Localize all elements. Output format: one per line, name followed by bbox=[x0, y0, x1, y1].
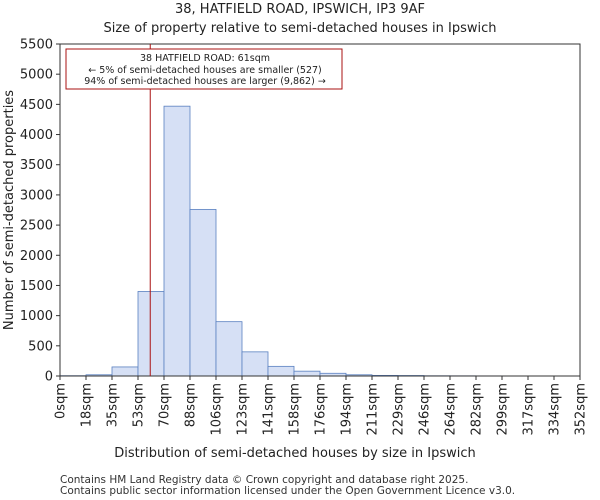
x-tick-label: 194sqm bbox=[340, 383, 355, 436]
x-tick-label: 211sqm bbox=[366, 383, 381, 436]
annotation-line-2: ← 5% of semi-detached houses are smaller… bbox=[88, 65, 322, 76]
footer-line-1: Contains HM Land Registry data © Crown c… bbox=[60, 474, 468, 486]
x-axis-label: Distribution of semi-detached houses by … bbox=[114, 446, 475, 461]
y-tick-label: 5000 bbox=[20, 68, 53, 83]
x-tick-label: 282sqm bbox=[470, 383, 485, 436]
x-tick-label: 0sqm bbox=[54, 383, 69, 419]
chart-title: 38, HATFIELD ROAD, IPSWICH, IP3 9AF bbox=[175, 2, 425, 17]
y-axis-label: Number of semi-detached properties bbox=[2, 90, 17, 330]
x-tick-label: 264sqm bbox=[444, 383, 459, 436]
x-axis-ticks: 0sqm 18sqm 35sqm 53sqm 70sqm 88sqm 106sqm 123sq… bbox=[54, 376, 589, 436]
bar bbox=[111, 366, 139, 377]
y-tick-label: 0 bbox=[45, 370, 53, 385]
y-tick-label: 2500 bbox=[20, 219, 53, 234]
y-tick-label: 500 bbox=[28, 339, 53, 354]
y-axis-ticks: 0 500 1000 1500 2000 2500 3000 3500 4000 4500 5000… bbox=[20, 38, 60, 385]
marker-annotation: 38 HATFIELD ROAD: 61sqm ← 5% of semi-det… bbox=[65, 48, 343, 90]
x-tick-label: 299sqm bbox=[496, 383, 511, 436]
x-tick-label: 334sqm bbox=[548, 383, 563, 436]
bars bbox=[59, 105, 555, 377]
y-tick-label: 5500 bbox=[20, 38, 53, 53]
chart-subtitle: Size of property relative to semi-detach… bbox=[103, 21, 496, 36]
x-tick-label: 35sqm bbox=[106, 383, 121, 427]
x-tick-label: 106sqm bbox=[210, 383, 225, 436]
bar bbox=[215, 321, 243, 377]
y-tick-label: 1500 bbox=[20, 279, 53, 294]
x-tick-label: 70sqm bbox=[158, 383, 173, 427]
x-tick-label: 176sqm bbox=[314, 383, 329, 436]
annotation-line-1: 38 HATFIELD ROAD: 61sqm bbox=[140, 53, 270, 64]
y-tick-label: 2000 bbox=[20, 249, 53, 264]
x-tick-label: 352sqm bbox=[574, 383, 589, 436]
bar bbox=[241, 351, 269, 377]
x-tick-label: 53sqm bbox=[132, 383, 147, 427]
y-tick-label: 3500 bbox=[20, 158, 53, 173]
x-tick-label: 246sqm bbox=[418, 383, 433, 436]
bar bbox=[267, 365, 295, 377]
x-tick-label: 123sqm bbox=[236, 383, 251, 436]
plot-frame bbox=[59, 43, 581, 377]
bar bbox=[293, 370, 321, 377]
bar bbox=[163, 105, 191, 377]
annotation-line-3: 94% of semi-detached houses are larger (… bbox=[84, 76, 326, 87]
y-tick-label: 4000 bbox=[20, 128, 53, 143]
x-tick-label: 141sqm bbox=[262, 383, 277, 436]
footer-line-2: Contains public sector information licen… bbox=[60, 485, 515, 497]
y-tick-label: 3000 bbox=[20, 188, 53, 203]
x-tick-label: 229sqm bbox=[392, 383, 407, 436]
bar bbox=[137, 291, 165, 377]
x-tick-label: 158sqm bbox=[288, 383, 303, 436]
x-tick-label: 88sqm bbox=[184, 383, 199, 427]
x-tick-label: 317sqm bbox=[522, 383, 537, 436]
y-tick-label: 1000 bbox=[20, 309, 53, 324]
y-tick-label: 4500 bbox=[20, 98, 53, 113]
bar bbox=[189, 208, 217, 377]
annotation-box bbox=[65, 48, 343, 90]
x-tick-label: 18sqm bbox=[80, 383, 95, 427]
